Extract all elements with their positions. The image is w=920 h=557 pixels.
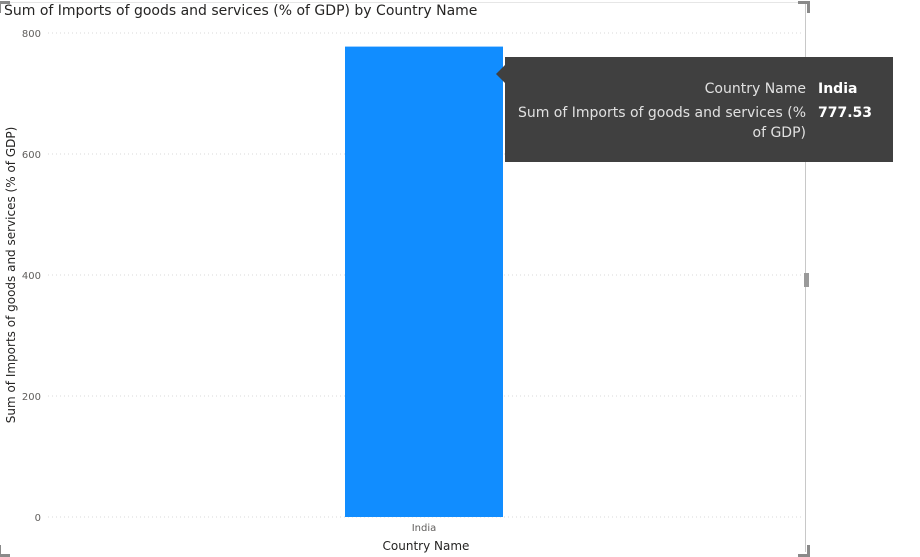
y-tick-label: 800 <box>22 29 41 40</box>
x-axis-ticks: India <box>412 523 437 534</box>
x-axis-title: Country Name <box>383 539 470 553</box>
bar-india[interactable] <box>345 46 503 517</box>
tooltip-row-country: Country Name India <box>515 79 873 99</box>
tooltip-key: Sum of Imports of goods and services (% … <box>517 105 806 141</box>
resize-handle-right[interactable] <box>804 273 809 287</box>
y-axis-title: Sum of Imports of goods and services (% … <box>4 127 18 424</box>
chart-title: Sum of Imports of goods and services (% … <box>4 3 478 19</box>
resize-handle-top-right[interactable] <box>798 1 810 13</box>
y-tick-label: 600 <box>22 150 41 161</box>
bar-chart: 0 200 400 600 800 India Sum of Imports of go… <box>4 29 804 553</box>
y-tick-label: 400 <box>22 271 41 282</box>
y-axis-ticks: 0 200 400 600 800 <box>22 29 41 524</box>
tooltip-key: Country Name <box>704 81 806 97</box>
resize-handle-top-left[interactable] <box>0 1 10 13</box>
tooltip-value: India <box>818 81 858 97</box>
tooltip-value: 777.53 <box>818 105 873 121</box>
data-tooltip: Country Name India Sum of Imports of goo… <box>496 57 893 162</box>
y-tick-label: 200 <box>22 392 41 403</box>
tooltip-row-imports: Sum of Imports of goods and services (% … <box>515 103 873 143</box>
bars <box>345 46 503 517</box>
y-tick-label: 0 <box>35 513 41 524</box>
x-tick-label: India <box>412 523 437 534</box>
